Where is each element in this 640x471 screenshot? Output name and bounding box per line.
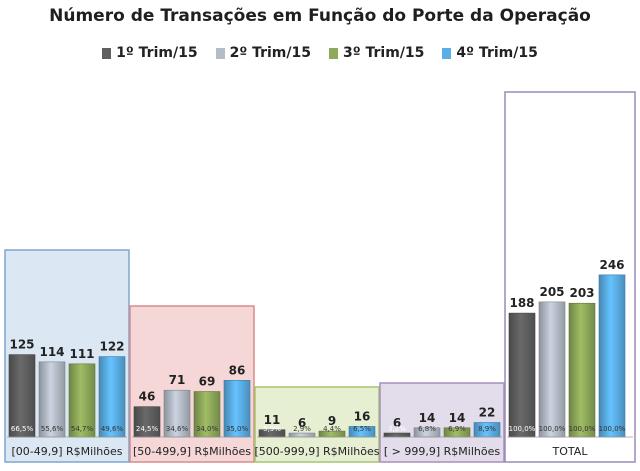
group-box-3 xyxy=(254,386,380,463)
value-label-5-2: 205 xyxy=(539,285,564,299)
bar-3-2 xyxy=(288,432,316,438)
bar-2-2 xyxy=(163,389,191,438)
percent-label-5-1: 100,0% xyxy=(509,425,536,433)
percent-label-5-2: 100,0% xyxy=(539,425,566,433)
percent-label-1-2: 55,6% xyxy=(41,425,64,433)
value-label-4-3: 14 xyxy=(449,411,466,425)
value-label-1-4: 122 xyxy=(99,340,124,354)
percent-label-4-2: 6,8% xyxy=(418,425,436,433)
bar-1-4 xyxy=(98,356,126,438)
percent-label-1-1: 66,5% xyxy=(11,425,34,433)
legend-label-1: 1º Trim/15 xyxy=(116,45,198,61)
percent-label-1-3: 54,7% xyxy=(71,425,94,433)
category-label-3: [500-999,9] R$Milhões xyxy=(255,445,380,458)
percent-label-3-2: 2,9% xyxy=(293,425,311,433)
percent-label-3-3: 4,4% xyxy=(323,425,341,433)
value-label-2-3: 69 xyxy=(199,375,216,389)
bar-1-2 xyxy=(38,361,66,438)
category-label-5: TOTAL xyxy=(552,445,589,458)
category-label-2: [50-499,9] R$Milhões xyxy=(133,445,251,458)
value-label-4-1: 6 xyxy=(393,416,401,430)
value-label-5-4: 246 xyxy=(599,258,624,272)
percent-label-3-1: 5,9% xyxy=(263,425,281,433)
legend-swatch-2 xyxy=(215,47,225,59)
bar-2-4 xyxy=(223,380,251,438)
legend-swatch-4 xyxy=(442,47,452,59)
value-label-4-2: 14 xyxy=(419,411,436,425)
legend-label-2: 2º Trim/15 xyxy=(229,45,311,61)
value-label-1-2: 114 xyxy=(39,345,64,359)
legend-label-3: 3º Trim/15 xyxy=(343,45,425,61)
percent-label-2-1: 24,5% xyxy=(136,425,159,433)
value-label-4-4: 22 xyxy=(479,406,496,420)
legend-item-3: 3º Trim/15 xyxy=(329,45,424,61)
percent-label-2-4: 35,0% xyxy=(226,425,249,433)
legend: 1º Trim/15 2º Trim/15 3º Trim/15 4º Trim… xyxy=(0,45,640,61)
chart-title: Número de Transações em Função do Porte … xyxy=(49,6,591,26)
bar-1-1 xyxy=(8,354,36,438)
legend-item-1: 1º Trim/15 xyxy=(102,45,198,61)
percent-label-5-3: 100,0% xyxy=(569,425,596,433)
legend-swatch-1 xyxy=(102,47,112,59)
value-label-2-2: 71 xyxy=(169,373,186,387)
value-label-5-3: 203 xyxy=(569,286,594,300)
bar-4-1 xyxy=(383,432,411,438)
percent-label-2-3: 34,0% xyxy=(196,425,219,433)
value-label-5-1: 188 xyxy=(509,296,534,310)
category-label-4: [ > 999,9] R$Milhões xyxy=(384,445,500,458)
category-label-1: [00-49,9] R$Milhões xyxy=(12,445,123,458)
percent-label-5-4: 100,0% xyxy=(599,425,626,433)
value-label-3-2: 6 xyxy=(298,416,306,430)
bar-5-2 xyxy=(538,301,566,438)
bar-2-3 xyxy=(193,391,221,438)
percent-label-2-2: 34,6% xyxy=(166,425,189,433)
percent-label-4-3: 6,9% xyxy=(448,425,466,433)
percent-label-1-4: 49,6% xyxy=(101,425,124,433)
value-label-2-4: 86 xyxy=(229,363,246,377)
legend-item-4: 4º Trim/15 xyxy=(442,45,538,61)
percent-label-4-1: 3,2% xyxy=(388,425,406,433)
value-label-3-4: 16 xyxy=(354,409,371,423)
bar-5-4 xyxy=(598,274,626,438)
value-label-1-3: 111 xyxy=(69,347,94,361)
bar-2-1 xyxy=(133,406,161,438)
legend-item-2: 2º Trim/15 xyxy=(215,45,311,61)
value-label-3-1: 11 xyxy=(264,413,281,427)
value-label-2-1: 46 xyxy=(139,390,156,404)
bar-5-3 xyxy=(568,302,596,438)
legend-swatch-3 xyxy=(329,47,338,59)
value-label-3-3: 9 xyxy=(328,414,336,428)
bar-5-1 xyxy=(508,312,536,438)
percent-label-4-4: 8,9% xyxy=(478,425,496,433)
value-label-1-1: 125 xyxy=(9,338,34,352)
bar-1-3 xyxy=(68,363,96,438)
percent-label-3-4: 6,5% xyxy=(353,425,371,433)
legend-label-4: 4º Trim/15 xyxy=(456,45,538,61)
